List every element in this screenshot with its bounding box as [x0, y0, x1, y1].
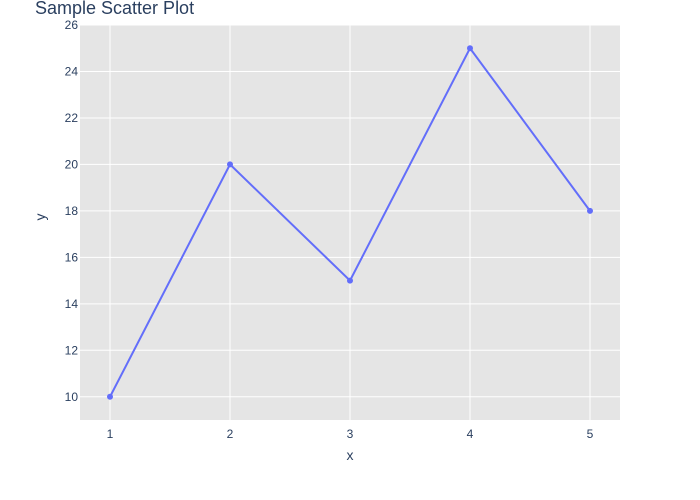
data-point: [227, 161, 233, 168]
y-tick-label: 10: [65, 390, 79, 404]
x-tick-label: 5: [587, 427, 594, 441]
y-axis-ticks: 10 12 14 16 18 20 22 24 26: [65, 18, 79, 404]
data-points: [107, 45, 593, 400]
y-tick-label: 26: [65, 18, 79, 32]
data-point: [587, 207, 593, 214]
y-tick-label: 14: [65, 297, 79, 311]
y-tick-label: 22: [65, 111, 79, 125]
data-point: [467, 45, 473, 52]
y-axis-title: y: [32, 214, 48, 221]
y-tick-label: 16: [65, 250, 79, 264]
x-tick-label: 3: [347, 427, 354, 441]
x-tick-label: 1: [107, 427, 114, 441]
y-tick-label: 20: [65, 157, 79, 171]
chart-title: Sample Scatter Plot: [35, 0, 194, 18]
data-point: [107, 393, 113, 400]
grid-lines: [80, 24, 620, 420]
x-axis-ticks: 1 2 3 4 5: [107, 427, 594, 441]
y-tick-label: 24: [65, 64, 79, 78]
data-point: [347, 277, 353, 284]
x-tick-label: 4: [467, 427, 474, 441]
x-tick-label: 2: [227, 427, 234, 441]
y-tick-label: 12: [65, 343, 79, 357]
x-axis-title: x: [347, 447, 354, 463]
y-tick-label: 18: [65, 204, 79, 218]
